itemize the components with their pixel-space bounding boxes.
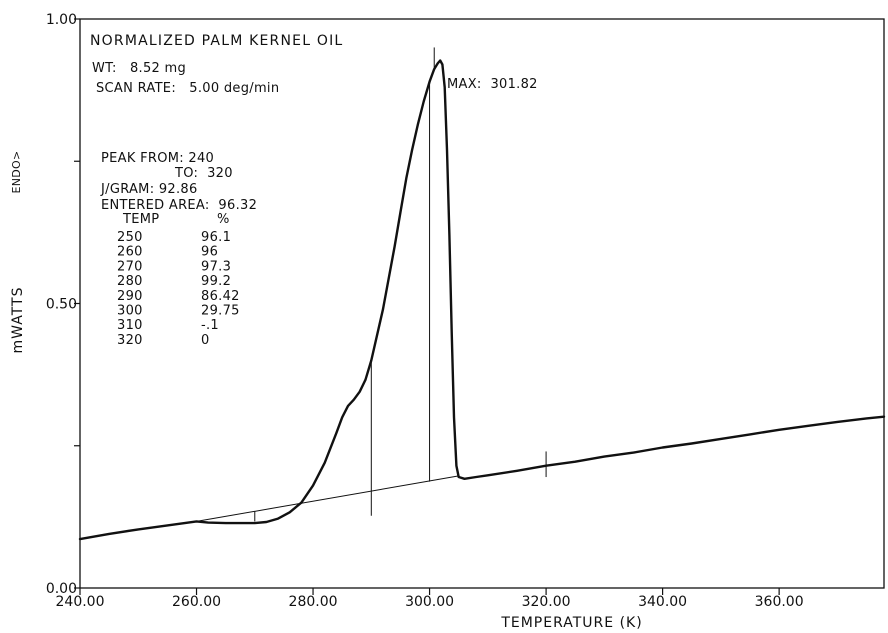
peak-to-label: TO: 320 — [174, 166, 233, 181]
max-label: MAX: 301.82 — [447, 77, 538, 92]
x-tick-label: 360.00 — [755, 594, 804, 610]
j-gram-label: J/GRAM: 92.86 — [100, 182, 198, 197]
table-pct: 96 — [201, 245, 218, 260]
x-tick-label: 260.00 — [172, 594, 221, 610]
table-temp: 270 — [117, 259, 143, 274]
chart-title: NORMALIZED PALM KERNEL OIL — [90, 33, 343, 49]
x-tick-label: 320.00 — [522, 594, 571, 610]
table-pct: 96.1 — [201, 230, 231, 245]
table-pct: 97.3 — [201, 259, 231, 274]
table-temp: 260 — [117, 245, 143, 260]
table-temp: 280 — [117, 274, 143, 289]
y-tick-label: 1.00 — [46, 12, 77, 28]
y-axis-label: mWATTS — [10, 287, 26, 354]
table-temp: 320 — [117, 333, 143, 348]
table-pct: 29.75 — [201, 304, 240, 319]
pct-header: % — [217, 212, 230, 227]
weight-label: WT: 8.52 mg — [92, 61, 186, 76]
scan-rate-label: SCAN RATE: 5.00 deg/min — [96, 81, 279, 96]
x-tick-label: 280.00 — [289, 594, 338, 610]
x-tick-label: 340.00 — [638, 594, 687, 610]
table-temp: 310 — [117, 318, 143, 333]
temp-header: TEMP — [122, 212, 159, 227]
table-pct: -.1 — [201, 318, 219, 333]
table-pct: 86.42 — [201, 289, 240, 304]
peak-from-label: PEAK FROM: 240 — [101, 151, 214, 166]
entered-area-label: ENTERED AREA: 96.32 — [101, 198, 257, 213]
percent-table: 250 96.1 260 96 270 97.3 280 99.2 290 86.42 300 29.… — [117, 230, 240, 348]
table-temp: 290 — [117, 289, 143, 304]
table-pct: 0 — [201, 333, 210, 348]
table-temp: 250 — [117, 230, 143, 245]
y-tick-label: 0.50 — [46, 297, 77, 313]
table-pct: 99.2 — [201, 274, 231, 289]
x-tick-label: 300.00 — [405, 594, 454, 610]
table-temp: 300 — [117, 304, 143, 319]
y-axis-endo-label: ENDO> — [10, 150, 23, 193]
x-axis-label: TEMPERATURE (K) — [500, 615, 642, 631]
y-tick-label: 0.00 — [46, 581, 77, 597]
baseline — [197, 476, 459, 522]
